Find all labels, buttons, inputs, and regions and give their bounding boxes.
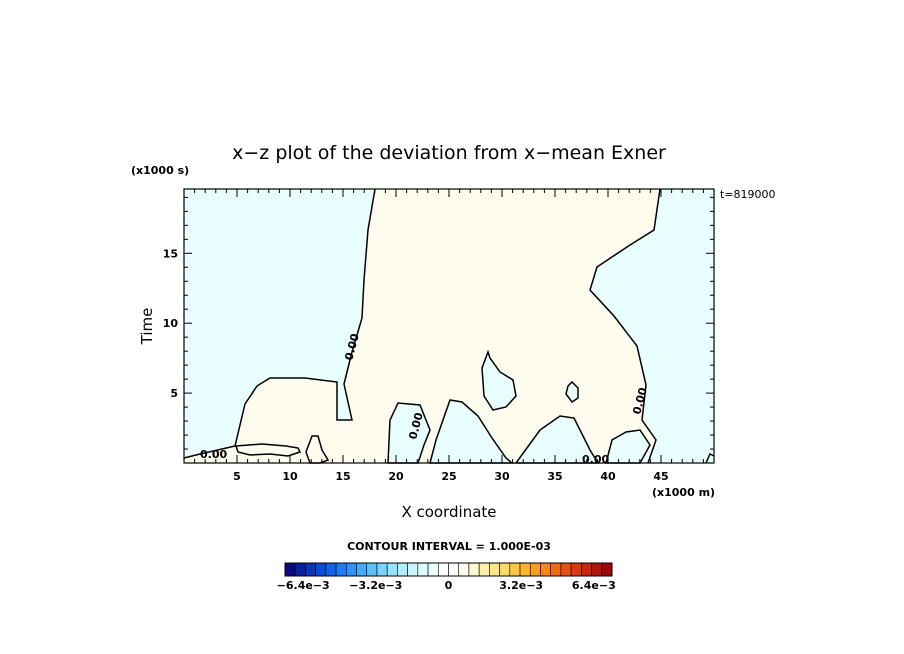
colorbar-tick-label: −3.2e−3 xyxy=(349,579,402,592)
colorbar-swatch xyxy=(529,562,541,577)
x-axis-ticks: 5 10 15 20 25 30 35 40 45 xyxy=(194,189,704,483)
y-unit-label: (x1000 s) xyxy=(131,164,189,177)
x-tick-label: 10 xyxy=(282,470,298,483)
colorbar-swatch xyxy=(448,562,460,577)
negative-blob-2 xyxy=(387,402,431,464)
colorbar-swatch xyxy=(581,562,592,577)
colorbar-swatch xyxy=(570,562,582,577)
y-tick-label: 5 xyxy=(170,387,178,400)
colorbar-swatch xyxy=(366,562,378,577)
plot-area: 0.00 0.00 0.00 0.00 0.00 xyxy=(183,188,715,466)
colorbar-swatch xyxy=(478,562,490,577)
colorbar-swatch xyxy=(499,562,511,577)
contour-line-right xyxy=(589,188,661,464)
negative-blob-4 xyxy=(514,415,600,464)
colorbar-tick-label: 0 xyxy=(445,579,453,592)
colorbar-frame xyxy=(284,562,613,577)
x-tick-label: 20 xyxy=(388,470,404,483)
x-tick-label: 40 xyxy=(600,470,616,483)
colorbar-swatch xyxy=(417,562,429,577)
colorbar-swatch xyxy=(376,562,388,577)
colorbar-tick-labels: −6.4e−3 −3.2e−3 0 3.2e−3 6.4e−3 xyxy=(277,579,616,592)
colorbar-swatch xyxy=(601,562,613,577)
negative-blob-1 xyxy=(481,349,517,411)
contour-line-main xyxy=(183,188,376,459)
colorbar-swatch xyxy=(540,562,551,577)
colorbar-swatch xyxy=(335,562,347,577)
x-tick-label: 5 xyxy=(233,470,241,483)
positive-region xyxy=(184,189,660,463)
colorbar-swatch xyxy=(489,562,500,577)
x-unit-label: (x1000 m) xyxy=(652,486,715,499)
positive-blob-1 xyxy=(234,443,302,457)
colorbar-swatch xyxy=(386,562,398,577)
contour-interval-text: CONTOUR INTERVAL = 1.000E-03 xyxy=(347,540,551,553)
y-tick-label: 15 xyxy=(163,247,178,260)
y-tick-label: 10 xyxy=(163,317,179,330)
contour-label-left: 0.00 xyxy=(200,448,227,461)
contour-line-edge xyxy=(705,452,715,464)
x-axis-label: X coordinate xyxy=(401,503,496,521)
x-tick-label: 35 xyxy=(547,470,562,483)
colorbar-swatch xyxy=(519,562,531,577)
colorbar-swatch xyxy=(397,562,408,577)
time-label: t=819000 xyxy=(720,188,776,201)
colorbar-swatch xyxy=(550,562,562,577)
x-tick-label: 15 xyxy=(335,470,350,483)
colorbar xyxy=(284,562,613,577)
colorbar-swatch xyxy=(346,562,357,577)
negative-blob-3 xyxy=(429,399,515,464)
colorbar-swatch xyxy=(458,562,470,577)
colorbar-swatch xyxy=(315,562,327,577)
x-tick-label: 45 xyxy=(653,470,668,483)
colorbar-swatch xyxy=(407,562,419,577)
colorbar-swatch xyxy=(468,562,480,577)
colorbar-swatch xyxy=(325,562,337,577)
colorbar-swatch xyxy=(305,562,316,577)
negative-blob-6 xyxy=(565,380,579,404)
contour-label-bottom: 0.00 xyxy=(582,453,609,466)
y-axis-label: Time xyxy=(138,308,156,346)
x-tick-label: 30 xyxy=(494,470,510,483)
chart-title: x−z plot of the deviation from x−mean Ex… xyxy=(232,142,666,164)
colorbar-tick-label: 3.2e−3 xyxy=(499,579,543,592)
colorbar-swatch xyxy=(427,562,439,577)
colorbar-swatch xyxy=(294,562,306,577)
colorbar-swatch xyxy=(560,562,572,577)
colorbar-swatch xyxy=(437,562,449,577)
colorbar-tick-label: 6.4e−3 xyxy=(572,579,616,592)
colorbar-swatch xyxy=(509,562,521,577)
colorbar-tick-label: −6.4e−3 xyxy=(277,579,330,592)
colorbar-swatch xyxy=(356,562,368,577)
y-axis-ticks: 5 10 15 xyxy=(163,196,714,450)
colorbar-swatch xyxy=(591,562,603,577)
x-tick-label: 25 xyxy=(441,470,456,483)
colorbar-swatch xyxy=(284,562,296,577)
